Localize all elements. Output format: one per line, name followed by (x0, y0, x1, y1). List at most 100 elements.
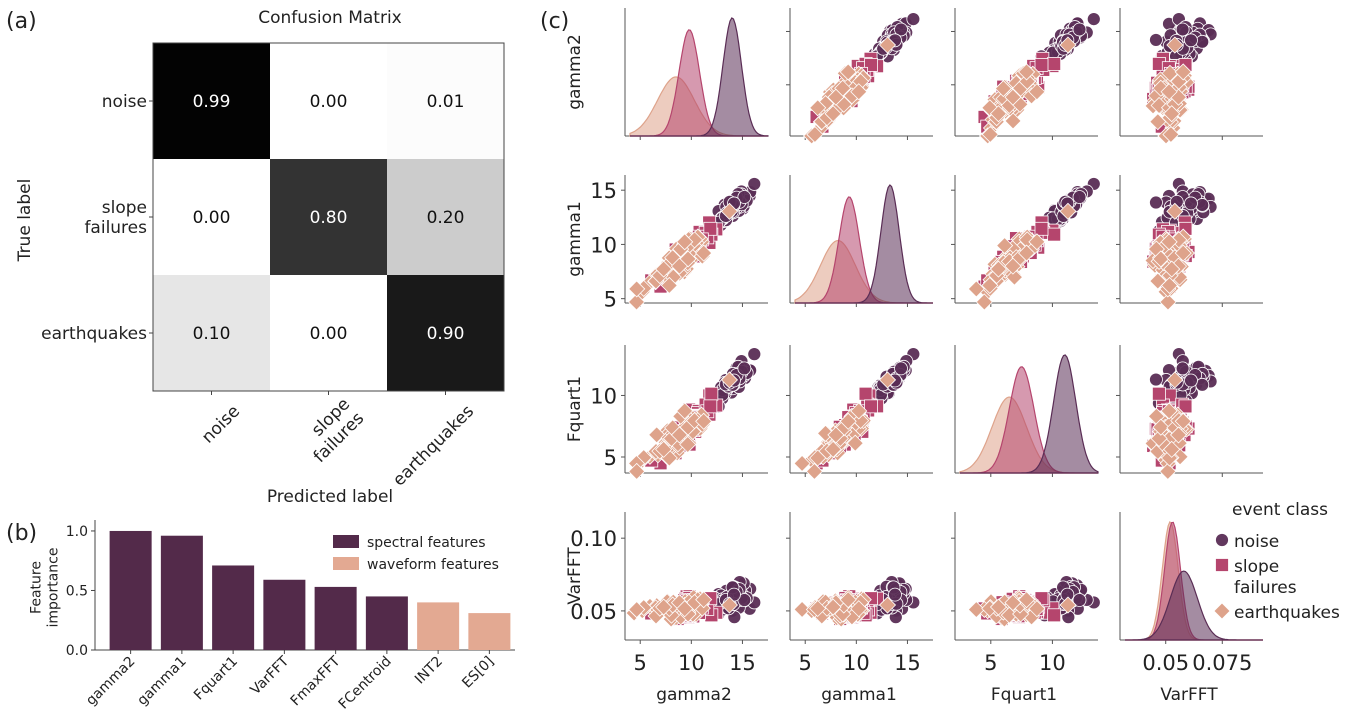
cm-value-2-1: 0.00 (310, 324, 348, 344)
bar-es-0 (468, 613, 511, 650)
point-earthquakes (1160, 402, 1178, 420)
point-earthquakes (655, 598, 673, 616)
point-earthquakes (679, 250, 697, 268)
point-earthquakes (824, 598, 842, 616)
pair-x-tick-label: 10 (843, 651, 870, 675)
pair-legend-title: event class (1232, 500, 1328, 520)
bar-fmaxfft (314, 586, 357, 650)
confusion-matrix-xlabel: Predicted label (267, 487, 393, 507)
pair-cell-gamma2-vs-gamma2: gamma2 (565, 8, 769, 140)
cm-value-0-1: 0.00 (310, 92, 348, 112)
panel-b-tag: (b) (6, 521, 37, 546)
point-earthquakes (1017, 63, 1036, 81)
point-earthquakes (648, 426, 666, 444)
pair-cell-Fquart1-vs-VarFFT (1116, 345, 1263, 481)
point-earthquakes (967, 600, 985, 619)
bar-label-gamma2: gamma2 (83, 654, 138, 709)
pair-cell-gamma1-vs-Fquart1 (951, 175, 1101, 311)
bar-varfft (263, 579, 306, 650)
svg-text:earthquakes: earthquakes (389, 401, 478, 490)
point-slope-failures (1152, 386, 1166, 401)
point-earthquakes (1166, 371, 1184, 389)
point-earthquakes (850, 600, 868, 618)
pair-x-tick-label: 5 (634, 651, 647, 675)
pair-cell-VarFFT-vs-gamma2: 0.05 0.10 5 10 15 VarFFT gamma2 (565, 512, 768, 705)
bar-fquart1 (212, 565, 255, 650)
point-earthquakes (1166, 202, 1184, 220)
point-earthquakes (1160, 276, 1179, 294)
cm-row-label-noise: noise (102, 92, 147, 112)
point-earthquakes (975, 293, 993, 311)
point-noise (894, 22, 908, 37)
point-noise (1072, 593, 1087, 607)
point-earthquakes (839, 412, 857, 430)
point-earthquakes (1160, 449, 1179, 467)
cm-col-label-earthquakes: earthquakes (389, 401, 478, 490)
point-earthquakes (695, 244, 713, 262)
point-slope-failures (1178, 399, 1193, 414)
point-earthquakes (981, 125, 999, 144)
point-noise (1184, 196, 1198, 211)
point-earthquakes (1059, 596, 1077, 614)
cm-value-0-0: 0.99 (193, 92, 231, 112)
point-earthquakes (989, 105, 1008, 123)
svg-text:noise: noise (198, 401, 244, 447)
pair-y-label-gamma2: gamma2 (565, 34, 585, 110)
point-noise (1086, 12, 1101, 26)
pair-legend-label-slope-failures: slope failures (1234, 557, 1297, 598)
legend-label-spectral: spectral features (367, 535, 486, 551)
pair-cell-Fquart1-vs-gamma1 (786, 345, 933, 481)
point-earthquakes (1163, 440, 1181, 458)
cm-cell-0-1 (270, 43, 387, 159)
point-earthquakes (1150, 96, 1168, 115)
pair-cell-gamma2-vs-gamma1 (786, 8, 933, 145)
point-earthquakes (655, 260, 673, 278)
bar-y-tick-label: 0.5 (66, 583, 88, 599)
legend-swatch-waveform (333, 557, 359, 570)
point-slope-failures (1047, 56, 1062, 71)
cm-value-2-0: 0.10 (193, 324, 231, 344)
pair-legend-label-noise: noise (1234, 532, 1279, 552)
pair-x-tick-label: 15 (729, 651, 756, 675)
point-earthquakes (996, 237, 1014, 255)
point-earthquakes (839, 591, 857, 609)
point-earthquakes (1159, 462, 1177, 481)
pair-cell-VarFFT-vs-Fquart1: 5 10 Fquart1 (951, 512, 1101, 705)
point-earthquakes (878, 596, 897, 614)
point-earthquakes (967, 280, 985, 298)
point-earthquakes (676, 600, 694, 618)
bar-label-varfft: VarFFT (247, 653, 292, 698)
point-earthquakes (1004, 257, 1022, 275)
panel-c-tag: (c) (540, 9, 569, 34)
point-earthquakes (695, 412, 713, 430)
pair-y-label-VarFFT: VarFFT (565, 547, 585, 605)
point-earthquakes (1004, 112, 1022, 130)
point-earthquakes (1152, 250, 1170, 268)
point-earthquakes (850, 83, 868, 101)
point-noise (1149, 372, 1163, 387)
point-earthquakes (1028, 600, 1046, 618)
pair-y-tick-label: 0.05 (570, 600, 617, 624)
bar-gamma2 (109, 530, 152, 650)
pair-y-label-gamma1: gamma1 (565, 201, 585, 277)
point-earthquakes (1059, 202, 1077, 220)
point-earthquakes (1174, 244, 1192, 262)
point-noise (1184, 373, 1198, 388)
point-slope-failures (1047, 227, 1062, 242)
point-noise (747, 177, 762, 191)
point-earthquakes (1169, 426, 1188, 444)
pair-y-tick-label: 0.10 (570, 527, 617, 551)
pair-x-tick-label: 10 (678, 651, 705, 675)
bar-y-tick-label: 0.0 (66, 643, 88, 659)
point-slope-failures (1047, 608, 1062, 623)
point-earthquakes (720, 202, 739, 220)
pair-x-tick-label: 10 (1039, 651, 1066, 675)
point-noise (747, 347, 762, 362)
point-earthquakes (981, 276, 999, 294)
point-earthquakes (628, 462, 646, 481)
point-noise (1175, 361, 1190, 376)
pair-legend-label-earthquakes: earthquakes (1234, 603, 1340, 623)
point-earthquakes (839, 63, 857, 81)
